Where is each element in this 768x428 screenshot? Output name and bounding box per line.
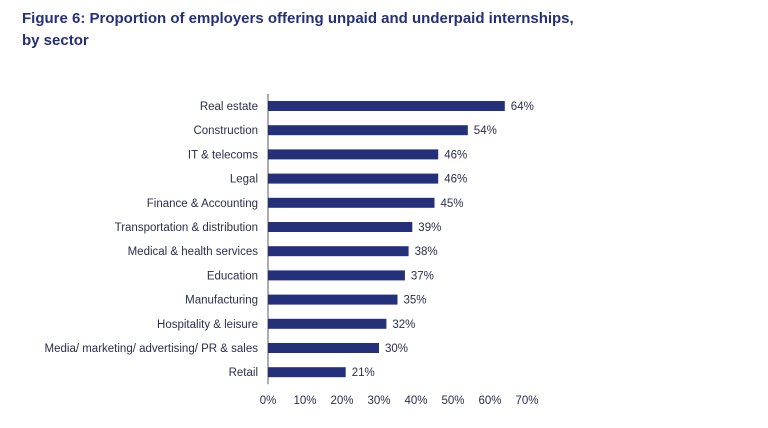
x-tick-label-30: 30%	[367, 395, 390, 407]
bar-manufacturing	[268, 294, 398, 305]
value-label-real-estate: 64%	[511, 101, 534, 113]
bar-medical-health-services	[268, 246, 409, 257]
x-axis-ticks-group: 0% 10% 20% 30% 40% 50% 60% 70%	[260, 395, 539, 407]
x-tick-label-60: 60%	[478, 395, 501, 407]
x-tick-label-40: 40%	[404, 395, 427, 407]
category-label-real-estate: Real estate	[200, 101, 258, 113]
bar-construction	[268, 125, 468, 136]
category-label-transportation-distribution: Transportation & distribution	[115, 222, 258, 234]
bar-it-telecoms	[268, 149, 439, 160]
category-label-retail: Retail	[229, 367, 258, 379]
category-label-legal: Legal	[230, 174, 258, 186]
chart-title: Figure 6: Proportion of employers offeri…	[22, 10, 574, 49]
x-tick-label-0: 0%	[260, 395, 277, 407]
bar-retail	[268, 367, 346, 378]
value-label-transportation-distribution: 39%	[418, 222, 441, 234]
category-label-education: Education	[207, 270, 258, 282]
value-label-education: 37%	[411, 270, 434, 282]
x-tick-label-50: 50%	[441, 395, 464, 407]
x-tick-label-10: 10%	[293, 395, 316, 407]
value-label-retail: 21%	[352, 367, 375, 379]
bar-media-marketing-advertising-pr-sales	[268, 343, 379, 353]
x-tick-label-20: 20%	[330, 395, 353, 407]
category-label-medical-health-services: Medical & health services	[128, 246, 259, 258]
category-label-construction: Construction	[193, 125, 258, 137]
category-labels-group: Real estate Construction IT & telecoms Lega…	[45, 101, 259, 379]
bar-real-estate	[268, 101, 505, 111]
value-label-construction: 54%	[474, 125, 497, 137]
value-label-medical-health-services: 38%	[415, 246, 438, 258]
value-labels-group: 64% 54% 46% 46% 45%39% 38% 37% 35% 32% 30% 21%	[352, 101, 534, 379]
x-tick-label-70: 70%	[515, 395, 538, 407]
value-label-media-marketing-advertising-pr-sales: 30%	[385, 343, 408, 355]
value-label-legal: 46%	[444, 174, 467, 186]
category-label-finance-accounting: Finance & Accounting	[147, 198, 258, 210]
value-label-manufacturing: 35%	[404, 295, 427, 307]
category-label-it-telecoms: IT & telecoms	[188, 149, 258, 161]
bar-transportation-distribution	[268, 222, 413, 232]
bar-legal	[268, 173, 439, 184]
value-label-finance-accounting: 45%	[441, 198, 464, 210]
bars-group	[268, 101, 505, 378]
category-label-manufacturing: Manufacturing	[185, 295, 258, 307]
bar-education	[268, 270, 405, 281]
value-label-hospitality-leisure: 32%	[392, 319, 415, 331]
bar-finance-accounting	[268, 197, 435, 208]
category-label-media-marketing-advertising-pr-sales: Media/ marketing/ advertising/ PR & sale…	[45, 343, 259, 355]
category-label-hospitality-leisure: Hospitality & leisure	[157, 319, 258, 331]
bar-hospitality-leisure	[268, 318, 387, 329]
value-label-it-telecoms: 46%	[444, 149, 467, 161]
